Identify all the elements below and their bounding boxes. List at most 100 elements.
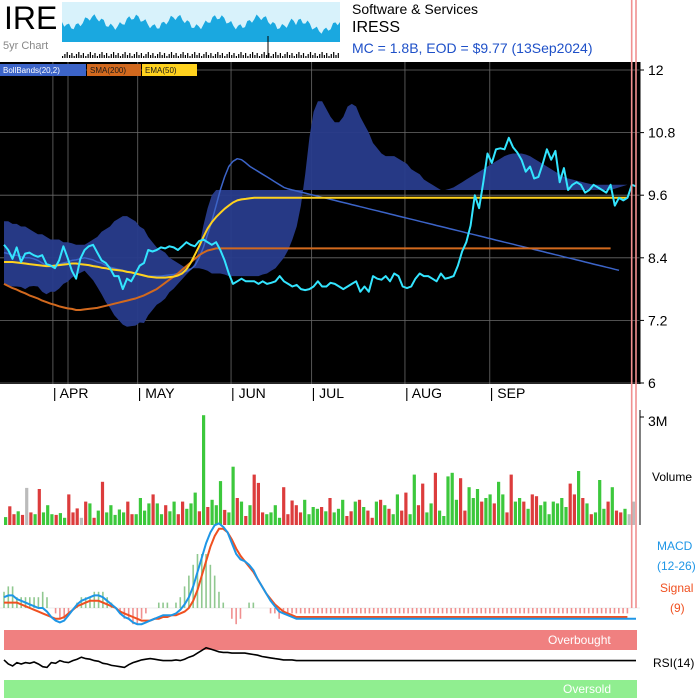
volume-bar [631,501,635,525]
sparkline-volume-tick [298,52,300,58]
volume-bar [471,498,475,525]
sparkline-volume-tick [161,55,163,58]
volume-bar [560,498,564,525]
month-axis-label: | SEP [490,385,526,401]
sparkline-volume-tick [62,56,64,58]
sparkline-volume-tick [291,53,293,58]
sparkline-volume-tick [316,56,318,58]
month-axis-label: | JUL [312,385,345,401]
sparkline-volume-tick [196,55,198,58]
sparkline-volume-tick [82,53,84,58]
bollinger-band-area [4,101,628,327]
rsi-plot: Overbought Oversold RSI(14) [3,630,694,698]
volume-bar [303,499,307,525]
sparkline-volume-tick [207,55,210,58]
sparkline-volume-tick [224,56,226,58]
volume-bar [294,505,298,525]
volume-bar [539,505,543,525]
sparkline-volume-tick [99,54,101,58]
sparkline-volume-tick [119,56,122,58]
volume-bar [627,514,631,525]
volume-bar [206,507,210,525]
macd-legend-label: (12-26) [657,559,696,573]
sparkline-volume-tick [87,54,89,58]
volume-bar [425,512,429,525]
sparkline-label: 5yr Chart [3,40,49,52]
volume-bar [589,514,593,525]
volume-bar [151,494,155,525]
sparkline-volume-tick [293,56,295,58]
price-axis-label: 12 [648,62,664,78]
sparkline-volume-tick [330,54,332,58]
volume-bar [37,489,41,525]
sparkline-volume-tick [115,55,117,58]
volume-bar [50,514,54,525]
sparkline-volume-tick [198,53,200,58]
sparkline-volume-tick [96,56,98,58]
sparkline-volume-tick [145,54,147,58]
sparkline-volume-tick [159,52,161,58]
volume-bar [547,514,551,525]
volume-bar [252,474,256,525]
sector-label: Software & Services [352,1,479,17]
sparkline-volume-tick [272,54,274,58]
volume-bar [614,510,619,525]
volume-bar [63,517,67,525]
volume-bar [244,516,248,525]
sparkline-volume-tick [69,55,71,58]
sparkline-volume-tick [205,52,207,58]
volume-bar [8,506,12,525]
sparkline-volume-tick [302,53,305,58]
sparkline-volume-tick [117,53,119,58]
volume-bar [383,505,387,525]
sparkline-volume-tick [219,55,221,58]
volume-bar [513,501,517,525]
sparkline-volume-tick [143,56,145,58]
volume-bar [189,503,193,525]
five-year-sparkline [62,2,340,58]
volume-bar [488,494,492,525]
volume-bar [75,508,79,525]
volume-bar [41,512,46,525]
volume-bar [564,507,568,525]
sparkline-volume-tick [258,56,261,58]
overbought-band [4,630,637,650]
volume-bar [577,471,581,525]
sparkline-volume-tick [307,54,309,58]
volume-bar [349,511,353,525]
sparkline-volume-tick [101,52,103,58]
sparkline-volume-tick [305,56,307,58]
volume-bar [256,482,260,525]
volume-bar [290,500,294,525]
sparkline-volume-tick [284,54,286,58]
sparkline-volume-tick [163,53,166,58]
volume-axis-label: 3M [648,413,667,429]
legend-swatch [142,64,197,76]
sparkline-volume-tick [314,53,316,58]
sparkline-volume-tick [150,55,152,58]
volume-bar [164,505,168,525]
sparkline-volume-tick [110,54,112,58]
volume-bar [298,512,303,525]
volume-bar [341,499,345,525]
sparkline-volume-tick [80,55,82,58]
volume-bar [4,517,8,525]
volume-bar [147,503,151,525]
sparkline-volume-tick [319,54,321,58]
oversold-label: Oversold [563,682,611,696]
volume-bar [168,511,172,525]
price-axis-label: 6 [648,375,656,391]
volume-bar [438,510,442,525]
price-axis: 12 10.8 9.6 8.4 7.2 6 [639,62,675,391]
volume-bar [311,507,315,525]
volume-bar [197,511,201,525]
volume-bar [315,508,319,525]
volume-bar [320,507,324,525]
volume-bar [227,512,231,525]
sparkline-volume-tick [136,52,138,58]
volume-bar [231,466,235,525]
sparkline-volume-tick [170,52,173,58]
volume-bar [269,512,273,525]
